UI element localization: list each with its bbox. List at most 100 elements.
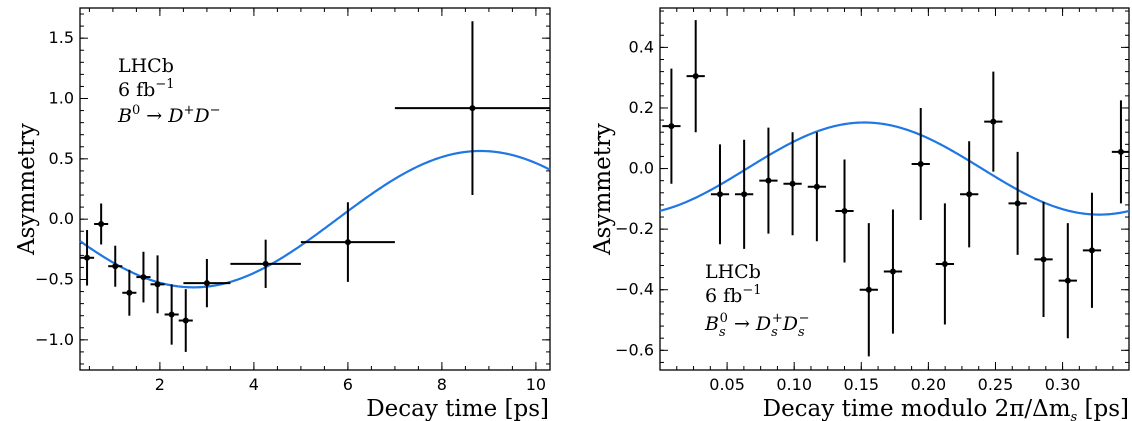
left-data-marker xyxy=(126,289,133,296)
right-data-point xyxy=(835,159,854,263)
right-data-point xyxy=(1082,192,1102,308)
left-x-tick-label: 6 xyxy=(343,375,353,394)
left-fit-curve-group xyxy=(79,149,551,289)
right-data-point xyxy=(1111,100,1129,204)
left-data-marker xyxy=(469,105,476,112)
left-data-marker xyxy=(140,274,147,281)
left-data-point xyxy=(136,251,151,303)
right-x-tick-label: 0.25 xyxy=(978,375,1014,394)
left-data-marker xyxy=(182,317,189,324)
left-luminosity-label: 6 fb−1 xyxy=(118,77,175,101)
left-data-marker xyxy=(344,239,351,246)
right-data-marker xyxy=(765,177,772,184)
right-data-point xyxy=(883,209,903,334)
right-data-point xyxy=(783,132,802,236)
left-data-marker xyxy=(154,281,161,288)
left-data-points xyxy=(80,21,550,352)
right-x-tick-label: 0.05 xyxy=(709,375,745,394)
left-data-marker xyxy=(112,263,119,270)
left-data-point xyxy=(80,230,95,286)
right-data-marker xyxy=(1117,148,1124,155)
right-y-tick-label: 0.2 xyxy=(629,98,654,117)
right-data-point xyxy=(935,203,955,325)
right-data-point xyxy=(662,68,681,184)
right-data-marker xyxy=(668,123,675,130)
right-data-marker xyxy=(1088,247,1095,254)
right-data-point xyxy=(911,107,930,221)
left-y-tick-label: −1.0 xyxy=(35,330,74,349)
left-y-axis-title: Asymmetry xyxy=(14,123,40,256)
right-data-marker xyxy=(990,118,997,125)
left-data-point xyxy=(394,21,550,196)
right-luminosity-label: 6 fb−1 xyxy=(705,283,762,307)
right-data-point xyxy=(859,223,878,357)
right-x-axis-title: Decay time modulo 2π/Δms [ps] xyxy=(763,396,1129,421)
left-data-point xyxy=(300,202,395,282)
right-y-tick-label: −0.2 xyxy=(615,219,654,238)
right-x-tick-label: 0.30 xyxy=(1045,375,1081,394)
right-x-tick-label: 0.15 xyxy=(843,375,879,394)
right-data-point xyxy=(1058,223,1077,339)
left-y-tick-label: 0.5 xyxy=(49,149,74,168)
right-y-axis-title: Asymmetry xyxy=(590,123,616,256)
right-data-point xyxy=(1008,151,1027,255)
left-data-marker xyxy=(262,260,269,267)
right-data-marker xyxy=(966,191,973,198)
left-data-point xyxy=(94,203,109,245)
right-data-marker xyxy=(917,161,924,168)
right-data-point xyxy=(984,71,1003,172)
right-data-point xyxy=(1034,201,1053,317)
right-data-marker xyxy=(1014,200,1021,207)
right-data-marker xyxy=(941,260,948,267)
right-data-points xyxy=(662,20,1129,357)
right-experiment-label: LHCb xyxy=(705,261,761,283)
right-x-tick-label: 0.10 xyxy=(776,375,812,394)
left-axis-tick-labels: 2 4 6 8 10 −1.0 −0.5 0.0 0.5 1.0 1.5 xyxy=(35,28,546,394)
left-fit-curve xyxy=(79,149,551,289)
left-data-point xyxy=(230,239,301,288)
right-data-point xyxy=(960,141,979,248)
right-y-tick-label: −0.6 xyxy=(615,340,654,359)
left-data-point xyxy=(164,284,179,345)
right-axis-tick-labels: 0.05 0.10 0.15 0.20 0.25 0.30 −0.6 −0.4 −0.2 0.0 0… xyxy=(615,37,1080,394)
right-fit-curve-group xyxy=(659,121,1130,216)
right-data-marker xyxy=(789,180,796,187)
right-data-marker xyxy=(841,207,848,214)
left-annotation: LHCb 6 fb−1 B0 → D+D− xyxy=(117,55,221,127)
left-data-point xyxy=(122,269,137,316)
right-chart-panel: 0.05 0.10 0.15 0.20 0.25 0.30 −0.6 −0.4 −0.2 0.0 0… xyxy=(590,7,1130,421)
left-x-tick-label: 2 xyxy=(155,375,165,394)
right-data-point xyxy=(710,144,730,245)
right-annotation: LHCb 6 fb−1 Bs0 → Ds+Ds− xyxy=(704,261,810,340)
left-data-point xyxy=(178,289,193,352)
left-data-point xyxy=(150,255,165,314)
right-data-point xyxy=(735,139,754,249)
right-y-tick-label: −0.4 xyxy=(615,280,654,299)
left-data-point xyxy=(183,258,231,308)
left-y-tick-label: 1.0 xyxy=(49,89,74,108)
right-data-marker xyxy=(692,73,699,80)
right-data-marker xyxy=(889,268,896,275)
left-experiment-label: LHCb xyxy=(118,55,174,77)
left-decay-label: B0 → D+D− xyxy=(117,103,221,127)
right-data-marker xyxy=(865,286,872,293)
left-data-point xyxy=(108,245,123,287)
left-x-axis-title: Decay time [ps] xyxy=(366,396,549,421)
right-axis-ticks xyxy=(659,8,1129,370)
right-data-marker xyxy=(716,191,723,198)
left-chart-panel: 2 4 6 8 10 −1.0 −0.5 0.0 0.5 1.0 1.5 Asymmetry Dec… xyxy=(14,7,551,421)
right-data-point xyxy=(759,127,778,234)
left-y-tick-label: 1.5 xyxy=(49,28,74,47)
right-fit-curve xyxy=(659,121,1130,216)
right-data-marker xyxy=(1040,256,1047,263)
left-x-tick-label: 8 xyxy=(437,375,447,394)
left-y-tick-label: −0.5 xyxy=(35,270,74,289)
right-data-marker xyxy=(1064,277,1071,284)
left-x-tick-label: 10 xyxy=(526,375,546,394)
left-data-marker xyxy=(84,254,91,261)
left-plot-frame xyxy=(79,7,551,371)
right-data-marker xyxy=(813,183,820,190)
left-y-tick-label: 0.0 xyxy=(49,209,74,228)
right-data-marker xyxy=(741,191,748,198)
